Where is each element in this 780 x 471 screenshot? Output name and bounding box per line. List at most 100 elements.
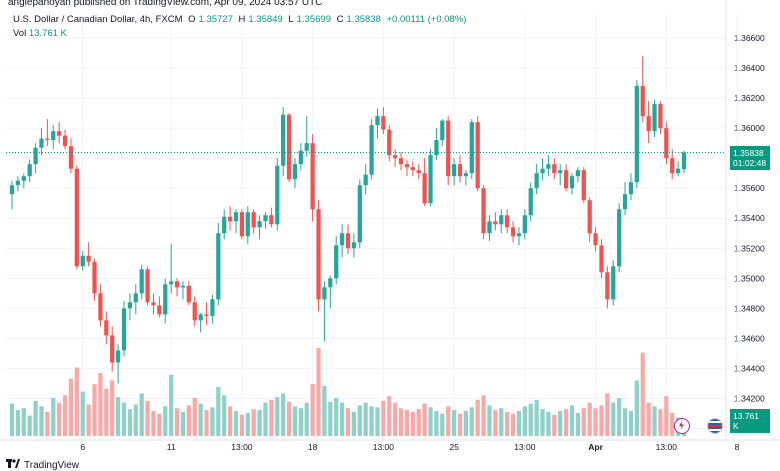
volume-bar bbox=[563, 409, 569, 436]
volume-bar bbox=[210, 407, 215, 436]
candle-body bbox=[68, 146, 74, 169]
candle-body bbox=[522, 215, 527, 234]
volume-bar bbox=[92, 384, 97, 436]
candle-body bbox=[133, 293, 138, 303]
volume-bar bbox=[27, 415, 32, 436]
candle-body bbox=[45, 138, 50, 141]
volume-bar bbox=[416, 409, 421, 436]
candle-body bbox=[404, 164, 410, 168]
candle-body bbox=[345, 233, 351, 249]
candle-body bbox=[593, 233, 598, 246]
candle-body bbox=[92, 261, 97, 294]
candle-body bbox=[192, 302, 197, 321]
volume-bar bbox=[404, 410, 410, 436]
volume-bar bbox=[281, 393, 286, 436]
high-value: 1.35849 bbox=[248, 14, 283, 25]
volume-bar bbox=[104, 388, 109, 436]
volume-bar bbox=[593, 408, 598, 436]
candle-body bbox=[115, 350, 121, 363]
candle-body bbox=[275, 165, 280, 225]
symbol-title[interactable]: U.S. Dollar / Canadian Dollar, 4h, FXCM bbox=[13, 14, 183, 25]
volume-bar bbox=[257, 410, 262, 436]
volume-bar bbox=[528, 403, 533, 436]
candle-body bbox=[599, 245, 604, 273]
y-tick-label: 1.34600 bbox=[734, 333, 765, 343]
high-label: H bbox=[238, 14, 246, 25]
volume-bar bbox=[33, 400, 38, 436]
candle-body bbox=[27, 164, 32, 177]
volume-bar bbox=[186, 405, 191, 436]
volume-bar bbox=[622, 408, 628, 436]
candle-body bbox=[398, 158, 404, 165]
candle-body bbox=[463, 173, 469, 177]
volume-bar bbox=[375, 407, 380, 436]
volume-bar bbox=[664, 396, 669, 436]
candle-body bbox=[80, 255, 85, 267]
volume-bar bbox=[86, 404, 91, 436]
volume-bar bbox=[62, 395, 68, 436]
volume-bar bbox=[381, 400, 386, 436]
ohlc-legend: U.S. Dollar / Canadian Dollar, 4h, FXCM … bbox=[13, 14, 469, 25]
volume-bar bbox=[298, 408, 303, 436]
close-value: 1.35838 bbox=[346, 14, 381, 25]
low-label: L bbox=[288, 14, 294, 25]
candle-body bbox=[163, 284, 168, 315]
volume-bar bbox=[357, 405, 362, 436]
candle-body bbox=[664, 128, 669, 159]
candle-body bbox=[575, 170, 581, 177]
tradingview-logo-icon bbox=[6, 459, 20, 471]
candle-body bbox=[422, 173, 427, 204]
volume-bar bbox=[363, 402, 368, 436]
candle-body bbox=[233, 212, 239, 222]
candle-body bbox=[169, 281, 174, 285]
candle-body bbox=[51, 131, 56, 141]
volume-bar bbox=[457, 413, 463, 436]
candle-body bbox=[227, 216, 233, 222]
candle-body bbox=[487, 221, 492, 234]
candle-body bbox=[546, 164, 551, 169]
volume-bar bbox=[581, 408, 586, 436]
candle-body bbox=[428, 155, 433, 204]
volume-bar bbox=[428, 407, 433, 436]
candle-body bbox=[375, 116, 380, 126]
candle-body bbox=[39, 138, 44, 148]
volume-bar bbox=[510, 413, 516, 436]
candle-body bbox=[393, 155, 398, 159]
candle-body bbox=[239, 212, 245, 237]
volume-bar bbox=[369, 406, 374, 436]
volume-bar bbox=[393, 402, 398, 436]
candle-body bbox=[451, 164, 457, 177]
candle-body bbox=[434, 140, 439, 156]
candle-body bbox=[316, 209, 321, 300]
y-tick-label: 1.36000 bbox=[734, 123, 765, 133]
candle-body bbox=[540, 168, 545, 174]
canada-flag-icon[interactable] bbox=[707, 418, 723, 434]
candle-body bbox=[652, 104, 657, 132]
volume-bar bbox=[263, 402, 268, 436]
candle-body bbox=[322, 287, 327, 300]
candle-body bbox=[675, 168, 681, 174]
candle-body bbox=[269, 215, 274, 225]
candle-body bbox=[510, 227, 516, 237]
flash-icon[interactable] bbox=[674, 418, 690, 434]
volume-bar bbox=[487, 405, 492, 436]
candle-body bbox=[334, 245, 339, 279]
candle-body bbox=[21, 176, 26, 181]
candle-body bbox=[121, 308, 127, 351]
candle-body bbox=[222, 216, 227, 234]
candle-body bbox=[581, 170, 586, 201]
volume-bar bbox=[522, 406, 527, 436]
candle-body bbox=[457, 164, 463, 177]
volume-bar bbox=[222, 395, 227, 436]
volume-bar bbox=[634, 380, 639, 436]
x-tick-label: 13:00 bbox=[373, 442, 395, 452]
volume-label: Vol bbox=[13, 28, 27, 39]
volume-bar bbox=[15, 410, 21, 436]
candle-body bbox=[552, 164, 557, 174]
candle-body bbox=[104, 320, 109, 336]
candle-body bbox=[493, 221, 498, 225]
x-tick-label: 6 bbox=[80, 442, 85, 452]
y-tick-label: 1.34800 bbox=[734, 303, 765, 313]
